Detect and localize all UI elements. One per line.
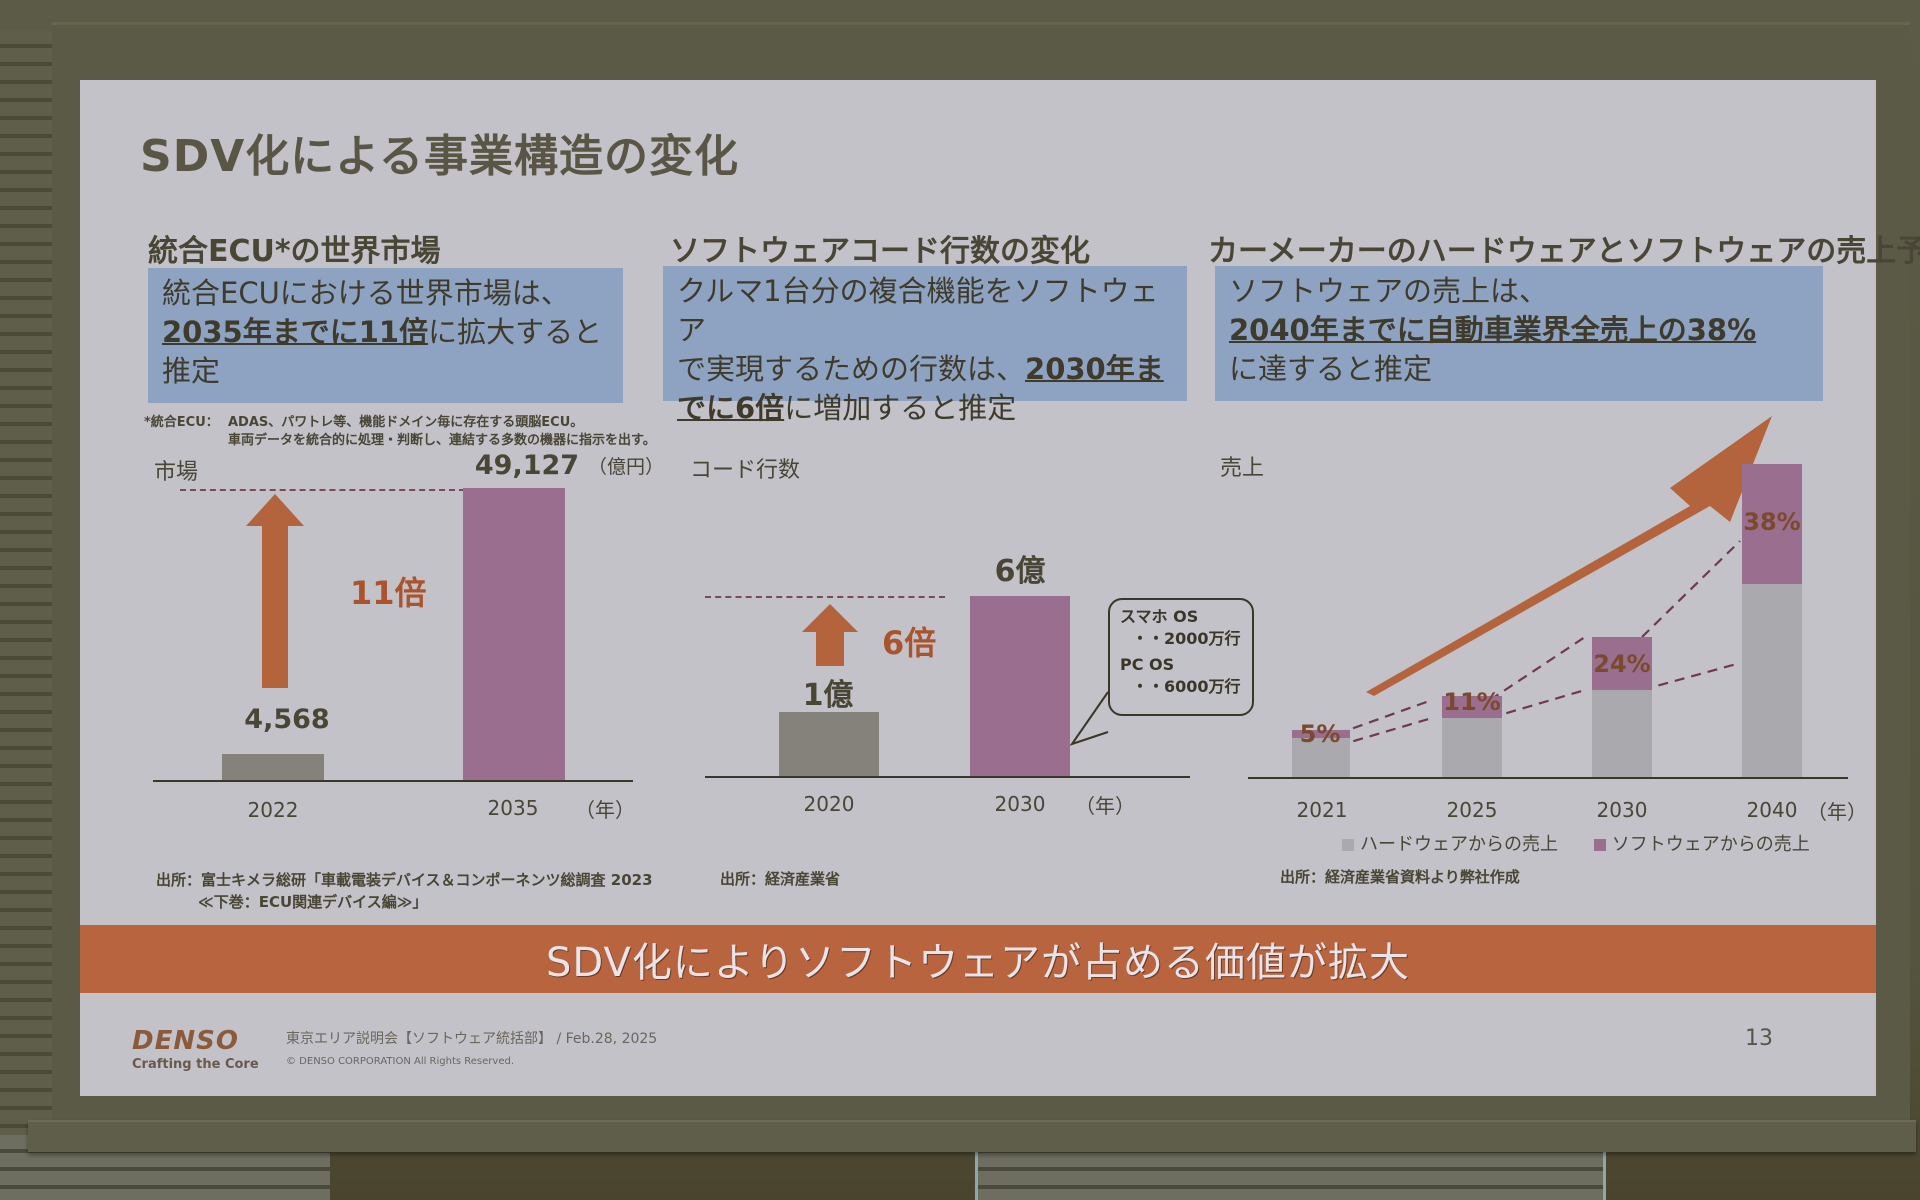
chart-2-year-suffix: （年） (1075, 794, 1135, 818)
slide-title: SDV化による事業構造の変化 (140, 131, 739, 182)
chart-3-legend: ハードウェアからの売上 ソフトウェアからの売上 (1342, 830, 1810, 856)
chart-3-bar-2025-hardware (1442, 718, 1502, 777)
chart-3-baseline (1248, 777, 1848, 779)
legend-label: ハードウェアからの売上 (1360, 834, 1558, 855)
summary-line: クルマ1台分の複合機能をソフトウェア (677, 274, 1159, 347)
footnote-line-1: ADAS、パワトレ等、機能ドメイン毎に存在する頭脳ECU。 (228, 415, 584, 430)
chart-3-tick-2025: 2025 (1446, 798, 1498, 822)
chart-1-bar-2035 (463, 488, 565, 780)
callout-item-value: ・・2000万行 (1132, 629, 1241, 648)
chart-2-value-2030: 6億 (994, 554, 1046, 589)
denso-logo: DENSO (132, 1026, 239, 1056)
chart-3-tick-2040: 2040 (1746, 798, 1798, 822)
summary-emphasis: 2030年ま (1025, 352, 1164, 386)
legend-swatch-software (1593, 839, 1606, 851)
section-1-summary: 統合ECUにおける世界市場は、 2035年までに11倍に拡大すると 推定 (148, 268, 623, 403)
footer-event: 東京エリア説明会【ソフトウェア統括部】 / Feb.28, 2025 (286, 1031, 658, 1047)
summary-text: に拡大すると (428, 315, 603, 349)
chart-3-year-suffix: （年） (1807, 800, 1867, 824)
chart-1-baseline (153, 780, 633, 782)
callout-item-value: ・・6000万行 (1132, 677, 1241, 696)
page-number: 13 (1745, 1026, 1773, 1051)
section-3-heading: カーメーカーのハードウェアとソフトウェアの売上予測 (1208, 234, 1920, 269)
chart-1-tick-2035: 2035 (487, 796, 539, 820)
chart-3-bar-2021-hardware (1292, 738, 1350, 777)
chart-2-bar-2020 (779, 712, 879, 776)
footer-copyright: © DENSO CORPORATION All Rights Reserved. (286, 1056, 514, 1067)
chart-2-tick-2030: 2030 (994, 792, 1046, 816)
chart-3-bar-2030-hardware (1592, 690, 1652, 777)
chart-1-source-line-1: 出所：富士キメラ総研「車載電装デバイス＆コンポーネンツ総調査 2023 (156, 871, 653, 889)
conclusion-text: SDV化によりソフトウェアが占める価値が拡大 (545, 940, 1411, 986)
chart-3-bar-2040-software (1742, 464, 1802, 584)
summary-emphasis: 2035年までに11倍 (162, 315, 429, 349)
section-2-summary: クルマ1台分の複合機能をソフトウェア で実現するための行数は、2030年ま でに… (663, 266, 1187, 425)
summary-text: で実現するための行数は、 (677, 352, 1026, 386)
summary-line: に達すると推定 (1229, 352, 1433, 386)
chart-2-multiplier: 6倍 (882, 624, 937, 662)
section-2-heading: ソフトウェアコード行数の変化 (670, 234, 1090, 269)
chart-3-ylabel: 売上 (1220, 456, 1265, 481)
chart-1-bar-2022 (222, 754, 324, 780)
legend-swatch-hardware (1342, 839, 1354, 851)
callout-item-label: スマホ OS (1120, 607, 1199, 626)
chart-1-year-suffix: （年） (575, 798, 635, 822)
footnote-line-2: 車両データを統合的に処理・判断し、連結する多数の機器に指示を出す。 (228, 433, 656, 448)
denso-tagline: Crafting the Core (132, 1057, 259, 1072)
chart-3-bar-2025-software (1442, 696, 1502, 718)
summary-line: 推定 (162, 354, 221, 388)
chart-1-reference-line (180, 489, 465, 491)
legend-item-software: ソフトウェアからの売上 (1593, 834, 1810, 855)
chart-3-label-2030: 24% (1593, 650, 1651, 678)
chart-2-ylabel: コード行数 (690, 458, 801, 483)
chart-1-source-line-2: ≪下巻：ECU関連デバイス編≫」 (198, 893, 428, 911)
chart-2-source: 出所：経済産業省 (720, 870, 841, 888)
chart-1-multiplier: 11倍 (350, 574, 427, 612)
chart-1-unit: （億円） (588, 456, 665, 478)
chart-3-bar-2021-software (1292, 730, 1350, 738)
callout-bubble: スマホ OS ・・2000万行 PC OS ・・6000万行 (1108, 598, 1254, 716)
chart-3-bar-2030-software (1592, 637, 1652, 690)
chart-3-label-2040: 38% (1743, 508, 1801, 536)
callout-pointer (1070, 691, 1109, 746)
window-blinds-left (0, 30, 52, 1200)
chart-1-value-2035: 49,127 (474, 450, 580, 481)
legend-label: ソフトウェアからの売上 (1611, 834, 1810, 855)
chart-2-bar-2030 (970, 596, 1070, 776)
legend-item-hardware: ハードウェアからの売上 (1342, 834, 1558, 855)
summary-emphasis: 2040年までに自動車業界全売上の38% (1229, 313, 1757, 347)
up-arrow-icon (802, 604, 858, 666)
up-arrow-icon (246, 494, 304, 688)
chart-3-tick-2030: 2030 (1596, 798, 1648, 822)
summary-emphasis: でに6倍 (677, 391, 785, 425)
chart-2-value-2020: 1億 (802, 678, 854, 713)
summary-line: でに6倍に増加すると推定 (677, 389, 1173, 428)
section-1-heading: 統合ECU*の世界市場 (148, 234, 441, 269)
chart-2-reference-line (705, 596, 945, 598)
presentation-slide: SDV化による事業構造の変化 統合ECU*の世界市場 統合ECUにおける世界市場… (80, 80, 1920, 1096)
chart-3-bar-2040-hardware (1742, 584, 1802, 777)
summary-line: 2035年までに11倍に拡大すると (162, 313, 609, 352)
chart-3-tick-2021: 2021 (1296, 798, 1348, 822)
callout-item-label: PC OS (1120, 655, 1175, 674)
conclusion-banner: SDV化によりソフトウェアが占める価値が拡大 (80, 925, 1876, 993)
chart-1-ylabel: 市場 (154, 460, 199, 485)
footnote-label: *統合ECU： (144, 415, 219, 430)
chart-2-baseline (705, 776, 1190, 778)
summary-text: に増加すると推定 (784, 391, 1017, 425)
summary-line: 2040年までに自動車業界全売上の38% (1229, 311, 1809, 350)
summary-line: ソフトウェアの売上は、 (1229, 274, 1549, 308)
projection-screen-bar (28, 1120, 1916, 1152)
chart-2-tick-2020: 2020 (803, 792, 855, 816)
summary-line: で実現するための行数は、2030年ま (677, 350, 1173, 389)
chart-3-label-2025: 11% (1443, 688, 1501, 716)
chart-1-tick-2022: 2022 (247, 798, 299, 822)
chart-3-label-2021: 5% (1299, 720, 1341, 748)
chart-1-value-2022: 4,568 (244, 704, 330, 735)
section-3-summary: ソフトウェアの売上は、 2040年までに自動車業界全売上の38% に達すると推定 (1215, 266, 1823, 401)
chart-3-source: 出所：経済産業省資料より弊社作成 (1280, 868, 1520, 886)
summary-line: 統合ECUにおける世界市場は、 (162, 276, 570, 310)
chart-3-connector-lines (1336, 540, 1741, 748)
